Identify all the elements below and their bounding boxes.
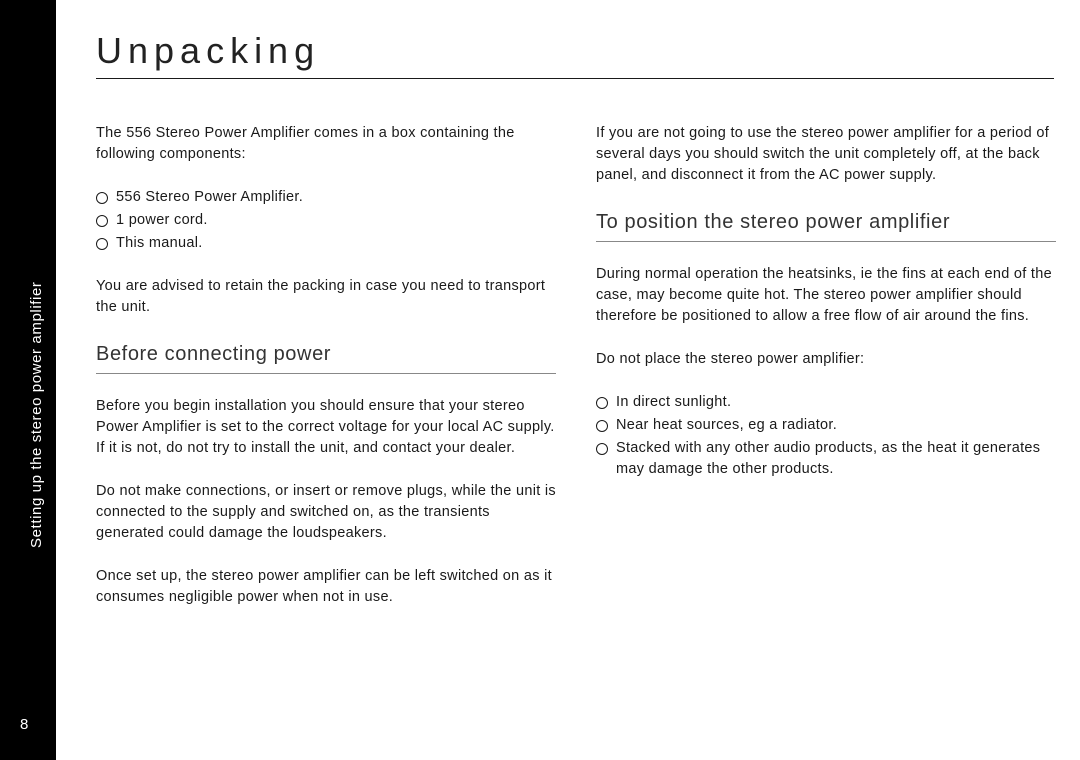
section-heading-position: To position the stereo power amplifier (596, 208, 1056, 237)
list-item: This manual. (96, 233, 556, 254)
body-text: Before you begin installation you should… (96, 396, 556, 459)
left-column: The 556 Stereo Power Amplifier comes in … (96, 123, 556, 630)
columns: The 556 Stereo Power Amplifier comes in … (96, 123, 1056, 630)
body-text-emphasis: Do not make connections, or insert or re… (96, 481, 556, 544)
page-number: 8 (20, 716, 28, 733)
list-item: Near heat sources, eg a radiator. (596, 415, 1056, 436)
side-strip: Setting up the stereo power amplifier 8 (0, 0, 56, 760)
components-list: 556 Stereo Power Amplifier. 1 power cord… (96, 187, 556, 254)
page-title: Unpacking (96, 30, 1056, 72)
right-column: If you are not going to use the stereo p… (596, 123, 1056, 630)
side-label: Setting up the stereo power amplifier (28, 282, 45, 549)
title-rule (96, 78, 1054, 79)
list-item: In direct sunlight. (596, 392, 1056, 413)
section-rule (96, 373, 556, 374)
content-area: Unpacking The 556 Stereo Power Amplifier… (96, 30, 1056, 630)
body-text: Once set up, the stereo power amplifier … (96, 566, 556, 608)
intro-text: The 556 Stereo Power Amplifier comes in … (96, 123, 556, 165)
body-text: If you are not going to use the stereo p… (596, 123, 1056, 186)
body-text: Do not place the stereo power amplifier: (596, 349, 1056, 370)
section-rule (596, 241, 1056, 242)
section-heading-before-power: Before connecting power (96, 340, 556, 369)
retain-text: You are advised to retain the packing in… (96, 276, 556, 318)
list-item: 556 Stereo Power Amplifier. (96, 187, 556, 208)
body-text: During normal operation the heatsinks, i… (596, 264, 1056, 327)
placement-list: In direct sunlight. Near heat sources, e… (596, 392, 1056, 480)
list-item: 1 power cord. (96, 210, 556, 231)
list-item: Stacked with any other audio products, a… (596, 438, 1056, 480)
